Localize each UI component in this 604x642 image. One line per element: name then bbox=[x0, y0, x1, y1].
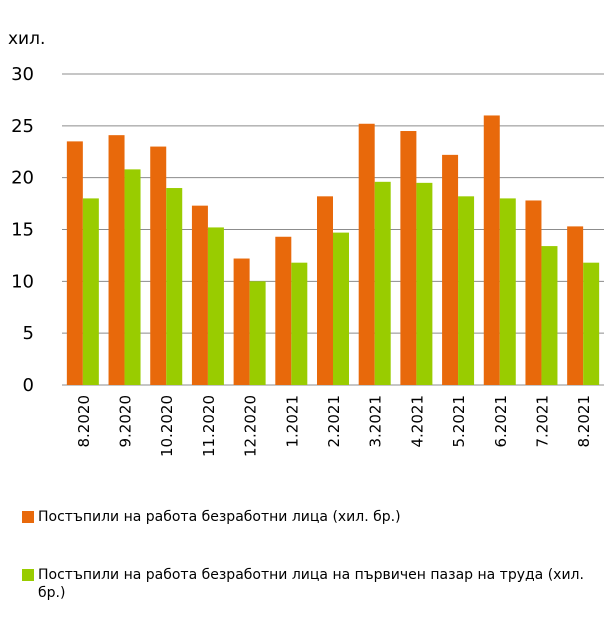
y-tick-label: 5 bbox=[23, 323, 34, 344]
legend-swatch bbox=[22, 511, 34, 523]
bar bbox=[442, 154, 459, 385]
y-tick-label: 30 bbox=[11, 64, 34, 85]
x-tick-label: 2.2021 bbox=[325, 395, 343, 448]
bar bbox=[374, 181, 391, 385]
bar bbox=[458, 196, 475, 385]
x-tick-label: 10.2020 bbox=[158, 395, 176, 457]
bar bbox=[108, 135, 125, 385]
bar bbox=[82, 198, 99, 385]
x-tick-label: 8.2020 bbox=[75, 395, 93, 448]
y-tick-label: 10 bbox=[11, 271, 34, 292]
bar bbox=[166, 188, 183, 385]
bar bbox=[66, 141, 83, 385]
x-tick-label: 5.2021 bbox=[450, 395, 468, 448]
chart-title: хил. bbox=[8, 29, 45, 49]
bar bbox=[191, 205, 208, 385]
bar bbox=[483, 115, 500, 385]
bar bbox=[207, 227, 224, 385]
x-tick-label: 8.2021 bbox=[575, 395, 593, 448]
x-tick-label: 12.2020 bbox=[242, 395, 260, 457]
x-tick-label: 9.2020 bbox=[117, 395, 135, 448]
legend: Постъпили на работа безработни лица (хил… bbox=[22, 508, 592, 642]
x-tick-label: 6.2021 bbox=[492, 395, 510, 448]
y-tick-label: 15 bbox=[11, 220, 34, 241]
bar bbox=[499, 198, 516, 385]
x-tick-label: 4.2021 bbox=[408, 395, 426, 448]
x-tick-label: 3.2021 bbox=[367, 395, 385, 448]
bar bbox=[416, 182, 433, 385]
bar bbox=[541, 246, 558, 385]
bar bbox=[400, 131, 417, 385]
legend-label: Постъпили на работа безработни лица на п… bbox=[38, 567, 584, 601]
bar bbox=[150, 146, 167, 385]
bar bbox=[583, 262, 600, 385]
chart: хил. 0 5 10 15 20 25 30 8.2020 9.2020 10.2020 11.2… bbox=[8, 29, 604, 457]
x-tick-label: 1.2021 bbox=[283, 395, 301, 448]
bar bbox=[249, 281, 266, 385]
legend-item: Постъпили на работа безработни лица на п… bbox=[22, 566, 592, 602]
y-tick-label: 25 bbox=[11, 116, 34, 137]
bar bbox=[567, 226, 584, 385]
bar bbox=[333, 232, 349, 385]
y-tick-label: 0 bbox=[23, 375, 34, 396]
page: хил. 0 5 10 15 20 25 30 8.2020 9.2020 10.2020 11.2… bbox=[8, 29, 604, 601]
bar bbox=[233, 258, 250, 385]
bar bbox=[291, 262, 308, 385]
y-tick-label: 20 bbox=[11, 168, 34, 189]
bar bbox=[275, 236, 292, 385]
legend-swatch bbox=[22, 569, 34, 581]
x-tick-label: 11.2020 bbox=[200, 395, 218, 457]
x-tick-label: 7.2021 bbox=[533, 395, 551, 448]
bar bbox=[124, 169, 141, 385]
bar bbox=[358, 123, 375, 385]
legend-item: Постъпили на работа безработни лица (хил… bbox=[22, 508, 592, 526]
bar bbox=[317, 196, 333, 385]
legend-label: Постъпили на работа безработни лица (хил… bbox=[38, 509, 401, 525]
bar bbox=[525, 200, 542, 385]
